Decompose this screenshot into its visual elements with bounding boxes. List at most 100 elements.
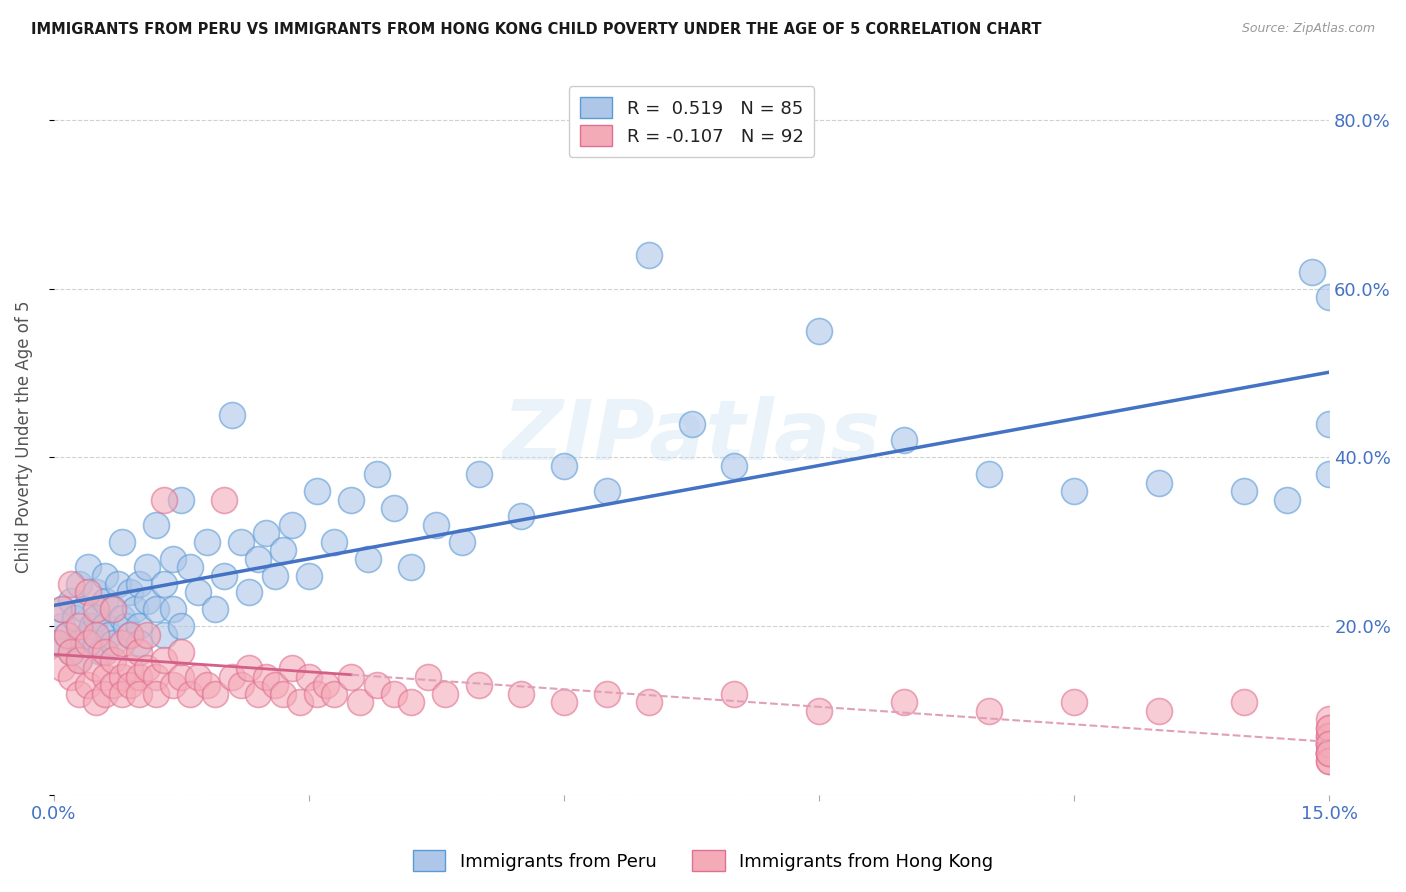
Point bbox=[808, 704, 831, 718]
Point bbox=[315, 678, 337, 692]
Point bbox=[808, 324, 831, 338]
Point bbox=[1317, 729, 1340, 743]
Point bbox=[468, 678, 491, 692]
Point bbox=[76, 560, 98, 574]
Point bbox=[1147, 475, 1170, 490]
Point bbox=[723, 458, 745, 473]
Point bbox=[170, 644, 193, 658]
Point bbox=[382, 501, 405, 516]
Point bbox=[111, 687, 134, 701]
Point bbox=[128, 619, 150, 633]
Point bbox=[1317, 721, 1340, 735]
Point bbox=[273, 543, 295, 558]
Point bbox=[120, 661, 142, 675]
Point bbox=[86, 661, 108, 675]
Point bbox=[451, 534, 474, 549]
Point bbox=[76, 636, 98, 650]
Point bbox=[638, 248, 661, 262]
Point bbox=[1317, 729, 1340, 743]
Point bbox=[221, 408, 243, 422]
Point bbox=[1147, 704, 1170, 718]
Point bbox=[82, 619, 104, 633]
Point bbox=[94, 594, 117, 608]
Point bbox=[238, 661, 260, 675]
Point bbox=[595, 484, 617, 499]
Point bbox=[145, 687, 167, 701]
Point bbox=[136, 560, 159, 574]
Point bbox=[162, 551, 184, 566]
Point bbox=[67, 653, 90, 667]
Point bbox=[195, 534, 218, 549]
Point bbox=[107, 577, 129, 591]
Point bbox=[115, 619, 138, 633]
Legend: R =  0.519   N = 85, R = -0.107   N = 92: R = 0.519 N = 85, R = -0.107 N = 92 bbox=[569, 87, 814, 157]
Point bbox=[76, 627, 98, 641]
Point bbox=[59, 594, 82, 608]
Point bbox=[170, 670, 193, 684]
Point bbox=[51, 619, 73, 633]
Point bbox=[638, 695, 661, 709]
Point bbox=[1317, 754, 1340, 768]
Point bbox=[204, 687, 226, 701]
Point bbox=[128, 670, 150, 684]
Text: ZIPatlas: ZIPatlas bbox=[502, 396, 880, 476]
Point bbox=[145, 517, 167, 532]
Point bbox=[893, 434, 915, 448]
Point bbox=[120, 627, 142, 641]
Point bbox=[86, 695, 108, 709]
Point bbox=[510, 509, 533, 524]
Point bbox=[1317, 746, 1340, 760]
Point bbox=[111, 534, 134, 549]
Point bbox=[103, 653, 125, 667]
Point bbox=[187, 670, 209, 684]
Point bbox=[307, 687, 329, 701]
Point bbox=[212, 492, 235, 507]
Point bbox=[1317, 738, 1340, 752]
Point bbox=[136, 661, 159, 675]
Point bbox=[366, 678, 388, 692]
Point bbox=[298, 670, 321, 684]
Point bbox=[595, 687, 617, 701]
Point bbox=[1317, 417, 1340, 431]
Point bbox=[357, 551, 380, 566]
Point bbox=[94, 687, 117, 701]
Point bbox=[723, 687, 745, 701]
Point bbox=[323, 534, 346, 549]
Point bbox=[86, 602, 108, 616]
Point bbox=[94, 644, 117, 658]
Point bbox=[195, 678, 218, 692]
Point bbox=[59, 670, 82, 684]
Point bbox=[399, 560, 422, 574]
Point bbox=[221, 670, 243, 684]
Point bbox=[55, 627, 77, 641]
Point bbox=[103, 602, 125, 616]
Point bbox=[111, 611, 134, 625]
Legend: Immigrants from Peru, Immigrants from Hong Kong: Immigrants from Peru, Immigrants from Ho… bbox=[405, 843, 1001, 879]
Point bbox=[1317, 712, 1340, 726]
Point bbox=[246, 687, 269, 701]
Point bbox=[145, 670, 167, 684]
Point bbox=[416, 670, 439, 684]
Point bbox=[136, 627, 159, 641]
Point bbox=[120, 678, 142, 692]
Point bbox=[273, 687, 295, 701]
Point bbox=[1317, 738, 1340, 752]
Point bbox=[1233, 484, 1256, 499]
Point bbox=[46, 636, 69, 650]
Point bbox=[59, 644, 82, 658]
Point bbox=[1063, 695, 1085, 709]
Point bbox=[212, 568, 235, 582]
Point bbox=[1063, 484, 1085, 499]
Point bbox=[340, 492, 363, 507]
Point bbox=[433, 687, 456, 701]
Point bbox=[238, 585, 260, 599]
Point bbox=[90, 644, 112, 658]
Point bbox=[340, 670, 363, 684]
Point bbox=[307, 484, 329, 499]
Point bbox=[229, 678, 252, 692]
Point bbox=[323, 687, 346, 701]
Point bbox=[1317, 738, 1340, 752]
Point bbox=[51, 661, 73, 675]
Point bbox=[67, 619, 90, 633]
Point bbox=[1301, 265, 1323, 279]
